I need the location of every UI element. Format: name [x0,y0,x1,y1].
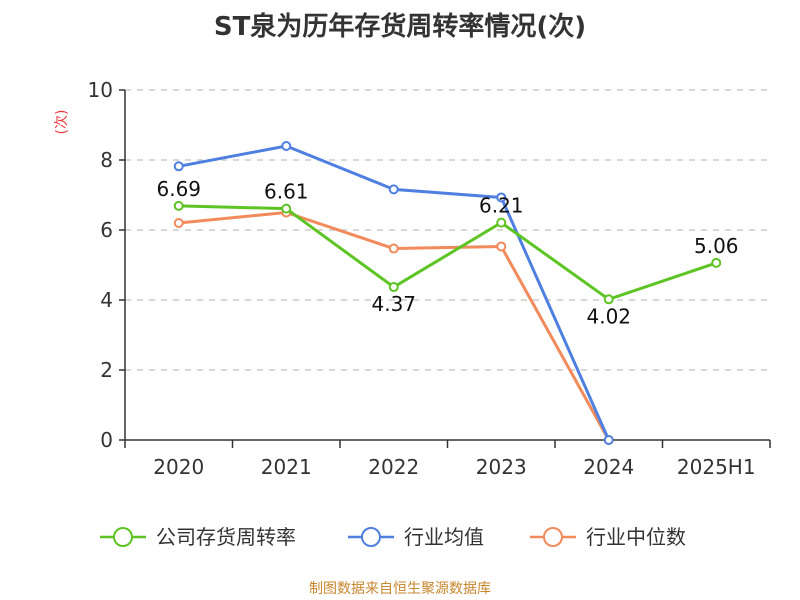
x-tick-label: 2020 [153,455,204,479]
legend-layer: 公司存货周转率 行业均值 行业中位数 [100,525,686,549]
data-label: 6.61 [264,180,309,204]
source-note: 制图数据来自恒生聚源数据库 [309,581,491,597]
data-label: 4.37 [371,292,416,316]
legend-item: 行业中位数 [530,525,686,549]
x-tick-label: 2024 [583,455,634,479]
y-tick-label: 0 [100,428,113,452]
legend-label: 行业中位数 [586,525,686,549]
legend-swatch-marker [113,527,133,547]
series-point [173,200,184,211]
x-tick-label: 2025H1 [677,455,756,479]
y-tick-label: 6 [100,218,113,242]
series-point [388,184,399,195]
y-tick-label: 8 [100,148,113,172]
series-point [603,435,614,445]
series-point [388,282,399,293]
legend-swatch-marker [543,527,563,547]
data-label: 5.06 [694,234,739,258]
x-tick-label: 2021 [261,455,312,479]
legend-item: 行业均值 [348,525,484,549]
series-point [281,141,292,151]
x-tick-label: 2023 [476,455,527,479]
series-point [711,257,722,268]
series-line [178,204,717,301]
series-point [496,241,507,252]
data-label: 4.02 [586,304,631,328]
series-point [173,161,184,172]
series-point [388,243,399,254]
series-point [496,217,507,228]
x-tick-label: 2022 [368,455,419,479]
axis-layer: 0 2 4 6 8 10 2020 2021 2022 2023 2024 2025H1 (次) [54,78,771,479]
series-layer [173,141,722,445]
series-point [603,294,614,305]
data-label: 6.21 [479,194,524,218]
y-tick-label: 4 [100,288,113,312]
legend-label: 公司存货周转率 [156,525,296,549]
y-axis-label: (次) [54,110,70,135]
grid-layer [125,89,770,371]
data-label: 6.69 [156,177,201,201]
y-tick-label: 2 [100,358,113,382]
legend-item: 公司存货周转率 [100,525,296,549]
chart-title: ST泉为历年存货周转率情况(次) [213,12,587,42]
legend-label: 行业均值 [404,525,484,549]
y-tick-label: 10 [88,78,113,102]
series-point [496,192,507,203]
label-layer: 6.69 6.61 4.37 6.21 4.02 5.06 [156,177,738,328]
series-point [173,218,184,228]
series-point [281,203,292,214]
legend-swatch-marker [361,527,381,547]
